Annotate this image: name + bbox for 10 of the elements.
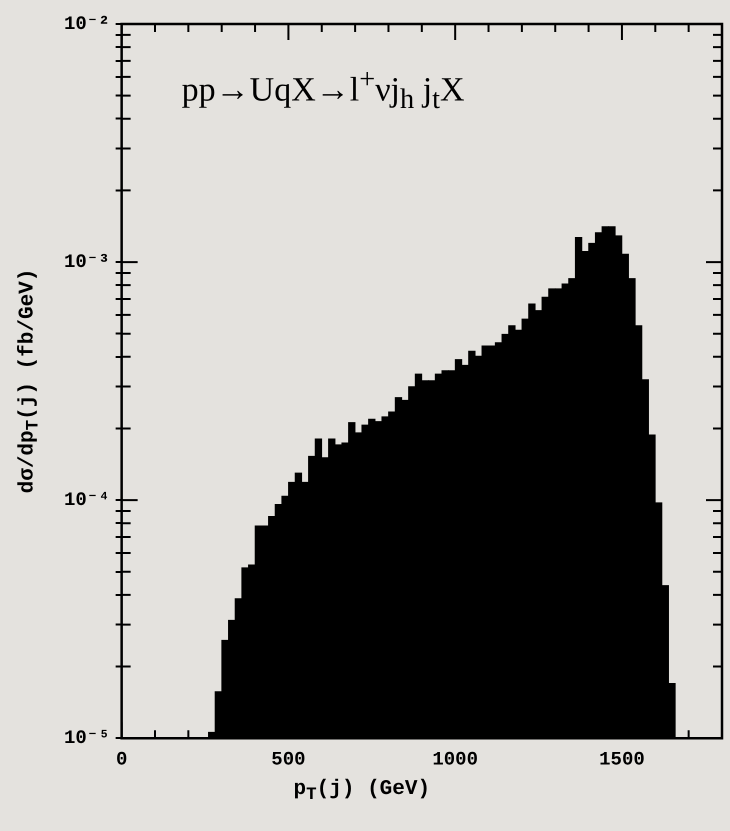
- x-tick-label: 0: [116, 748, 128, 770]
- annotation: pp→UqX→l$^{+}$νj$_{h}$ j$_{t}$X: [182, 64, 465, 116]
- y-tick-label: 10⁻⁴: [64, 488, 110, 511]
- x-tick-label: 500: [271, 748, 306, 770]
- x-tick-label: 1000: [432, 748, 478, 770]
- x-tick-label: 1500: [599, 748, 645, 770]
- y-tick-label: 10⁻³: [64, 250, 110, 273]
- x-axis-title: p$_{T}$(j) (GeV): [294, 778, 430, 806]
- y-tick-label: 10⁻⁵: [64, 726, 110, 749]
- y-tick-label: 10⁻²: [64, 12, 110, 35]
